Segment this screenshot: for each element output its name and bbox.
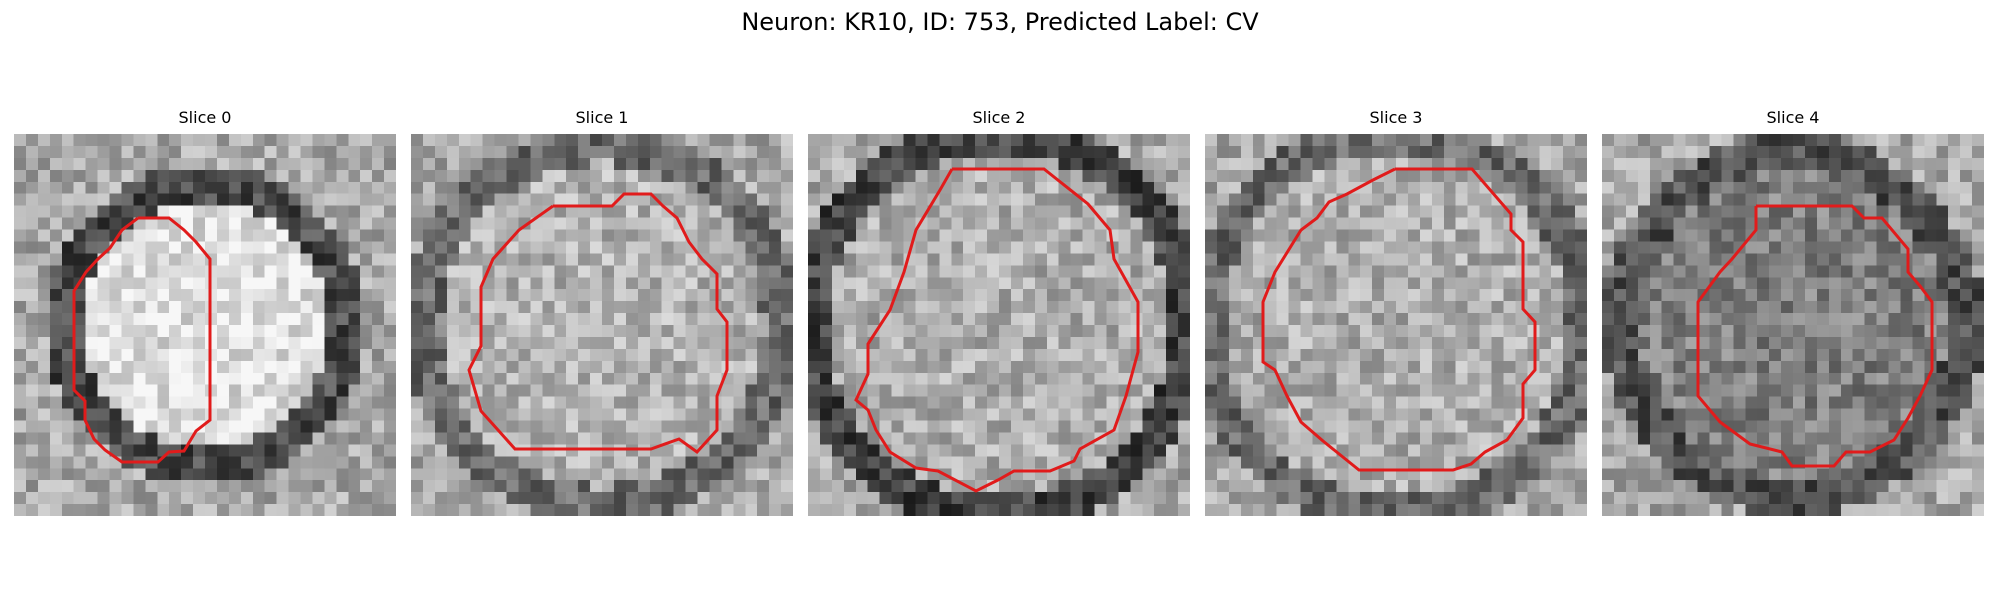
cell-contour: [854, 167, 1140, 493]
slice-panel-0: Slice 0: [14, 108, 396, 516]
red-contour-overlay: [467, 192, 729, 455]
cell-contour: [1261, 167, 1537, 472]
slice-image: [411, 134, 793, 516]
slice-title: Slice 1: [575, 108, 629, 127]
slice-panel-4: Slice 4: [1602, 108, 1984, 516]
grayscale-pixel-grid: [14, 134, 396, 516]
grayscale-pixel-grid: [808, 134, 1190, 516]
red-contour-overlay: [1696, 204, 1934, 468]
cell-contour: [1696, 204, 1934, 468]
slice-title: Slice 3: [1369, 108, 1423, 127]
slice-panel-1: Slice 1: [411, 108, 793, 516]
grayscale-pixel-grid: [1205, 134, 1587, 516]
slice-title: Slice 4: [1766, 108, 1820, 127]
figure-title: Neuron: KR10, ID: 753, Predicted Label: …: [741, 8, 1259, 36]
cell-contour: [72, 216, 212, 464]
grayscale-pixel-grid: [411, 134, 793, 516]
slice-panel-3: Slice 3: [1205, 108, 1587, 516]
slice-image: [808, 134, 1190, 516]
grayscale-pixel-grid: [1602, 134, 1984, 516]
slice-panel-2: Slice 2: [808, 108, 1190, 516]
slice-image: [1602, 134, 1984, 516]
slice-image: [1205, 134, 1587, 516]
cell-contour: [467, 192, 729, 455]
slice-image: [14, 134, 396, 516]
slice-title: Slice 0: [178, 108, 232, 127]
red-contour-overlay: [854, 167, 1140, 493]
red-contour-overlay: [72, 216, 212, 464]
red-contour-overlay: [1261, 167, 1537, 472]
slice-title: Slice 2: [972, 108, 1026, 127]
